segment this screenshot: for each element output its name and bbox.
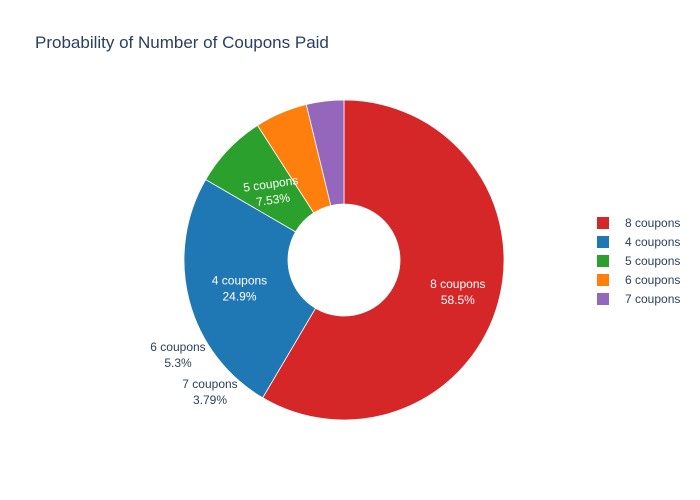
slice-label-7-coupons: 7 coupons 3.79% (182, 377, 237, 407)
legend-item-7-coupons[interactable]: 7 coupons (597, 289, 680, 308)
donut-slices (183, 99, 505, 421)
slice-label-percent: 24.9% (222, 289, 256, 303)
legend-swatch (597, 216, 609, 229)
legend-swatch (597, 292, 609, 305)
legend-item-8-coupons[interactable]: 8 coupons (597, 213, 680, 232)
legend-label: 5 coupons (625, 253, 681, 268)
slice-label-percent: 58.5% (441, 293, 475, 307)
slice-label-percent: 3.79% (193, 393, 227, 407)
legend-label: 7 coupons (625, 291, 681, 306)
legend-item-5-coupons[interactable]: 5 coupons (597, 251, 680, 270)
legend-item-4-coupons[interactable]: 4 coupons (597, 232, 680, 251)
legend-swatch (597, 273, 609, 286)
legend-label: 6 coupons (625, 272, 681, 287)
slice-8-coupons[interactable] (262, 99, 505, 421)
slice-7-coupons[interactable] (305, 99, 345, 207)
legend: 8 coupons 4 coupons 5 coupons 6 coupons … (597, 213, 680, 308)
slice-label-8-coupons: 8 coupons 58.5% (430, 277, 485, 307)
legend-swatch (597, 254, 609, 267)
slice-label-name: 8 coupons (430, 277, 485, 291)
slice-4-coupons[interactable] (183, 179, 317, 399)
legend-item-6-coupons[interactable]: 6 coupons (597, 270, 680, 289)
legend-label: 4 coupons (625, 234, 681, 249)
slice-label-name: 7 coupons (182, 377, 237, 391)
slice-label-6-coupons: 6 coupons 5.3% (150, 340, 205, 370)
legend-label: 8 coupons (625, 215, 681, 230)
slice-label-percent: 7.53% (255, 190, 291, 209)
slice-label-4-coupons: 4 coupons 24.9% (212, 273, 267, 303)
slice-label-name: 4 coupons (212, 273, 267, 287)
legend-swatch (597, 235, 609, 248)
slice-label-percent: 5.3% (164, 356, 192, 370)
chart-title: Probability of Number of Coupons Paid (35, 33, 329, 52)
slice-label-name: 6 coupons (150, 340, 205, 354)
